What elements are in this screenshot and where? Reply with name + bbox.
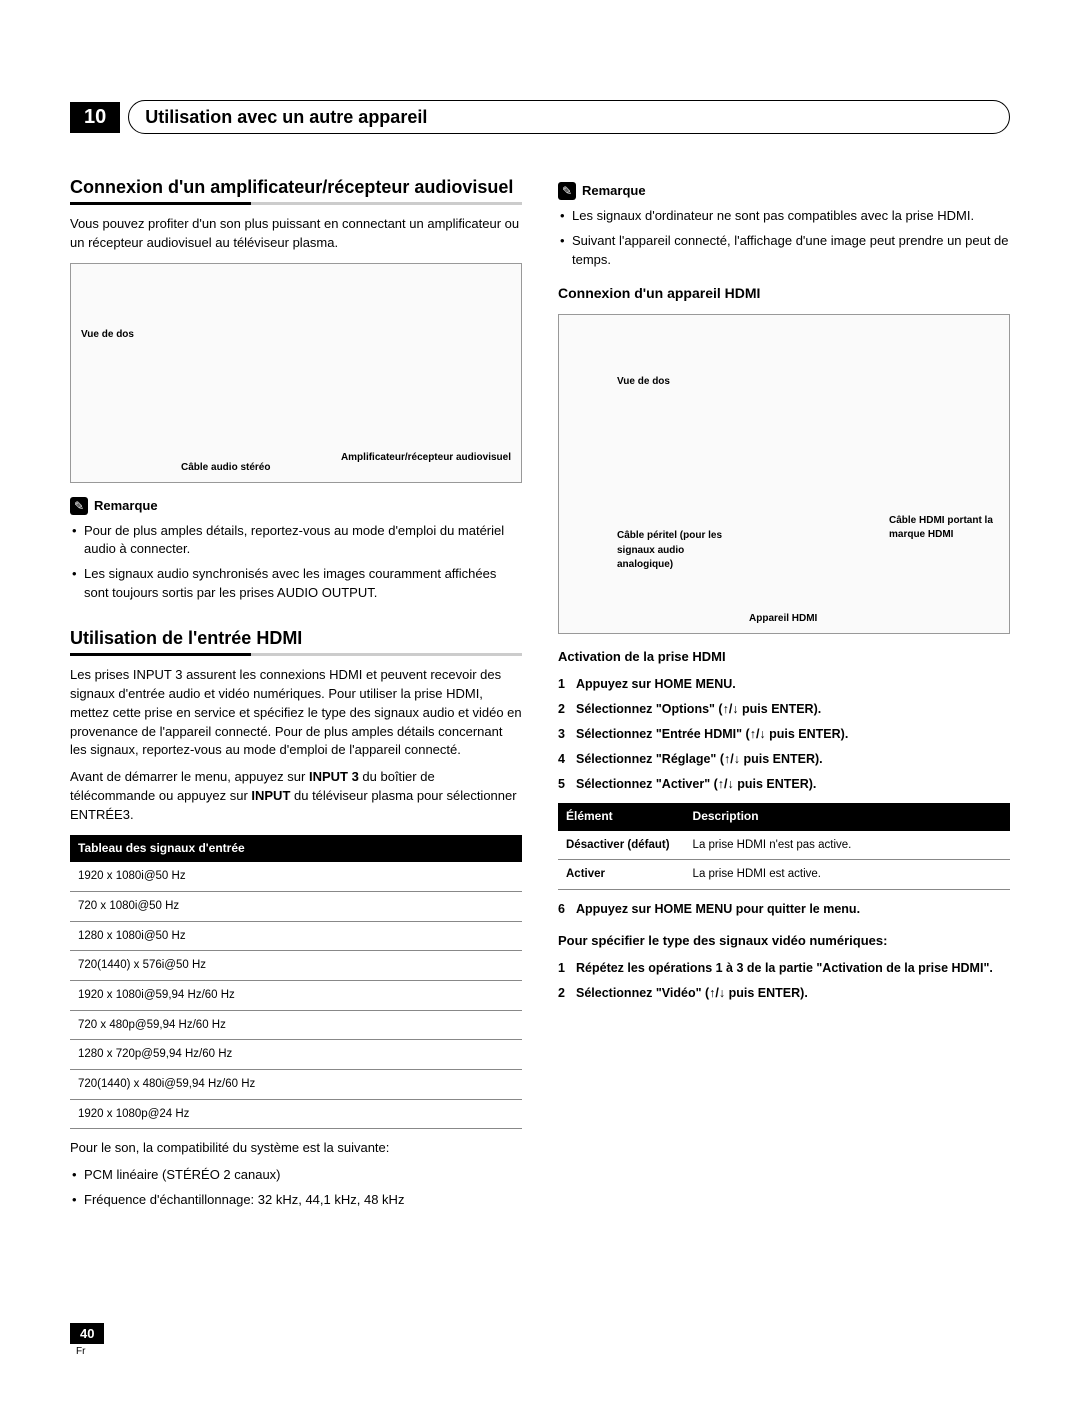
heading-rule [70, 653, 522, 656]
heading-amp: Connexion d'un amplificateur/récepteur a… [70, 174, 522, 200]
signal-cell: 1920 x 1080i@50 Hz [70, 862, 522, 891]
steps-list-2: 1Répétez les opérations 1 à 3 de la part… [558, 959, 1010, 1002]
amp-intro: Vous pouvez profiter d'un son plus puiss… [70, 215, 522, 253]
step-text: Sélectionnez "Vidéo" (↑/↓ puis ENTER). [576, 986, 808, 1000]
elem-th-1: Élément [558, 803, 685, 830]
note2-item: Les signaux d'ordinateur ne sont pas com… [572, 207, 1010, 226]
step-item: 2Sélectionnez "Vidéo" (↑/↓ puis ENTER). [558, 984, 1010, 1002]
sound-item: Fréquence d'échantillonnage: 32 kHz, 44,… [84, 1191, 522, 1210]
heading-rule [70, 202, 522, 205]
step-text: Sélectionnez "Entrée HDMI" (↑/↓ puis ENT… [576, 727, 848, 741]
elem-cell: Désactiver (défaut) [558, 831, 685, 860]
table-row: 1280 x 1080i@50 Hz [70, 921, 522, 951]
diagram-amp: Vue de dos Câble audio stéréo Amplificat… [70, 263, 522, 483]
step-item: 1Répétez les opérations 1 à 3 de la part… [558, 959, 1010, 977]
chapter-title-wrap: Utilisation avec un autre appareil [128, 100, 1010, 134]
heading-hdmi: Utilisation de l'entrée HDMI [70, 625, 522, 651]
signal-table-header: Tableau des signaux d'entrée [70, 835, 522, 862]
diagram-label-amp: Amplificateur/récepteur audiovisuel [341, 451, 511, 466]
table-row: 720(1440) x 576i@50 Hz [70, 951, 522, 981]
elem-cell: La prise HDMI n'est pas active. [685, 831, 1010, 860]
diagram-label-vue: Vue de dos [81, 328, 134, 343]
elem-th-2: Description [685, 803, 1010, 830]
steps-list-1: 1Appuyez sur HOME MENU. 2Sélectionnez "Op… [558, 675, 1010, 794]
hdmi-p2: Avant de démarrer le menu, appuyez sur I… [70, 768, 522, 825]
page-lang: Fr [76, 1346, 104, 1357]
note2-list: Les signaux d'ordinateur ne sont pas com… [558, 207, 1010, 270]
subhead-video: Pour spécifier le type des signaux vidéo… [558, 932, 1010, 951]
step-text: Répétez les opérations 1 à 3 de la parti… [576, 961, 993, 975]
chapter-header: 10 Utilisation avec un autre appareil [70, 100, 1010, 134]
table-row: 720 x 1080i@50 Hz [70, 891, 522, 921]
elem-cell: Activer [558, 860, 685, 890]
step-item: 5Sélectionnez "Activer" (↑/↓ puis ENTER)… [558, 775, 1010, 793]
step-text: Appuyez sur HOME MENU pour quitter le me… [576, 902, 860, 916]
signal-cell: 1280 x 1080i@50 Hz [70, 921, 522, 951]
diagram-label-vue2: Vue de dos [617, 375, 670, 390]
note-icon: ✎ [70, 497, 88, 515]
step-text: Sélectionnez "Activer" (↑/↓ puis ENTER). [576, 777, 816, 791]
right-column: ✎ Remarque Les signaux d'ordinateur ne s… [558, 174, 1010, 1216]
signal-cell: 1920 x 1080i@59,94 Hz/60 Hz [70, 980, 522, 1010]
page-footer: 40 Fr [70, 1323, 104, 1357]
diagram-label-peritel: Câble péritel (pour les signaux audio an… [617, 529, 727, 573]
note-icon: ✎ [558, 182, 576, 200]
step-item: 6Appuyez sur HOME MENU pour quitter le m… [558, 900, 1010, 918]
sound-list: PCM linéaire (STÉRÉO 2 canaux) Fréquence… [70, 1166, 522, 1210]
signal-cell: 720(1440) x 576i@50 Hz [70, 951, 522, 981]
bold-input: INPUT [251, 788, 290, 803]
element-table: Élément Description Désactiver (défaut) … [558, 803, 1010, 890]
sound-item: PCM linéaire (STÉRÉO 2 canaux) [84, 1166, 522, 1185]
table-row: 1920 x 1080p@24 Hz [70, 1099, 522, 1129]
note-header-2: ✎ Remarque [558, 182, 1010, 201]
step-text: Sélectionnez "Options" (↑/↓ puis ENTER). [576, 702, 821, 716]
table-row: 1280 x 720p@59,94 Hz/60 Hz [70, 1040, 522, 1070]
note2-item: Suivant l'appareil connecté, l'affichage… [572, 232, 1010, 270]
diagram-label-device: Appareil HDMI [749, 612, 817, 627]
table-row: 720 x 480p@59,94 Hz/60 Hz [70, 1010, 522, 1040]
bold-input3: INPUT 3 [309, 769, 359, 784]
signal-cell: 720 x 480p@59,94 Hz/60 Hz [70, 1010, 522, 1040]
step-item: 1Appuyez sur HOME MENU. [558, 675, 1010, 693]
step-text: Appuyez sur HOME MENU. [576, 677, 736, 691]
step-item: 4Sélectionnez "Réglage" (↑/↓ puis ENTER)… [558, 750, 1010, 768]
diagram-label-hdmicable: Câble HDMI portant la marque HDMI [889, 514, 999, 543]
note1-item: Pour de plus amples détails, reportez-vo… [84, 522, 522, 560]
sound-intro: Pour le son, la compatibilité du système… [70, 1139, 522, 1158]
subhead-connexion: Connexion d'un appareil HDMI [558, 283, 1010, 303]
chapter-number: 10 [70, 102, 120, 133]
hdmi-p1: Les prises INPUT 3 assurent les connexio… [70, 666, 522, 760]
note1-item: Les signaux audio synchronisés avec les … [84, 565, 522, 603]
subhead-activation: Activation de la prise HDMI [558, 648, 1010, 667]
step6: 6Appuyez sur HOME MENU pour quitter le m… [558, 900, 1010, 918]
table-row: 1920 x 1080i@50 Hz [70, 862, 522, 891]
note-title-2: Remarque [582, 182, 646, 201]
left-column: Connexion d'un amplificateur/récepteur a… [70, 174, 522, 1216]
chapter-title: Utilisation avec un autre appareil [145, 107, 427, 128]
table-row: Activer La prise HDMI est active. [558, 860, 1010, 890]
signal-cell: 1920 x 1080p@24 Hz [70, 1099, 522, 1129]
signal-table: Tableau des signaux d'entrée 1920 x 1080… [70, 835, 522, 1129]
signal-cell: 720 x 1080i@50 Hz [70, 891, 522, 921]
signal-cell: 720(1440) x 480i@59,94 Hz/60 Hz [70, 1069, 522, 1099]
elem-cell: La prise HDMI est active. [685, 860, 1010, 890]
text: Avant de démarrer le menu, appuyez sur [70, 769, 309, 784]
table-row: Désactiver (défaut) La prise HDMI n'est … [558, 831, 1010, 860]
note-header-1: ✎ Remarque [70, 497, 522, 516]
table-row: 1920 x 1080i@59,94 Hz/60 Hz [70, 980, 522, 1010]
step-text: Sélectionnez "Réglage" (↑/↓ puis ENTER). [576, 752, 823, 766]
note-title-1: Remarque [94, 497, 158, 516]
page-number: 40 [70, 1323, 104, 1344]
diagram-hdmi: Vue de dos Câble péritel (pour les signa… [558, 314, 1010, 634]
diagram-label-cable: Câble audio stéréo [181, 461, 270, 476]
step-item: 3Sélectionnez "Entrée HDMI" (↑/↓ puis EN… [558, 725, 1010, 743]
note1-list: Pour de plus amples détails, reportez-vo… [70, 522, 522, 603]
signal-cell: 1280 x 720p@59,94 Hz/60 Hz [70, 1040, 522, 1070]
table-row: 720(1440) x 480i@59,94 Hz/60 Hz [70, 1069, 522, 1099]
step-item: 2Sélectionnez "Options" (↑/↓ puis ENTER)… [558, 700, 1010, 718]
